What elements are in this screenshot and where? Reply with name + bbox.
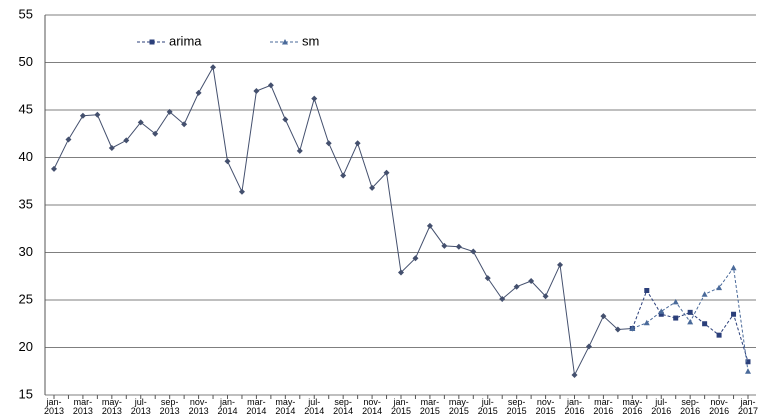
data-point — [354, 140, 361, 147]
series-line — [631, 289, 749, 362]
data-point — [600, 313, 607, 320]
data-point — [658, 308, 665, 314]
data-point — [745, 359, 751, 365]
data-point — [398, 269, 404, 276]
data-point — [210, 64, 217, 71]
data-point — [426, 222, 433, 229]
data-point — [79, 112, 86, 119]
legend-marker — [282, 39, 288, 45]
data-point — [731, 311, 737, 317]
x-tick-label: nov-2013 — [189, 397, 209, 416]
y-tick-label: 40 — [19, 149, 33, 164]
x-tick-label: nov-2016 — [709, 397, 729, 416]
data-point — [94, 111, 101, 118]
data-point — [282, 116, 289, 123]
data-point — [672, 298, 679, 305]
data-point — [296, 147, 303, 154]
data-point — [644, 288, 650, 293]
data-point — [673, 315, 679, 321]
data-point — [441, 242, 448, 249]
x-tick-label: mar-2013 — [73, 397, 93, 416]
x-tick-label: may-2016 — [622, 397, 642, 416]
data-point — [123, 137, 130, 144]
data-point — [267, 82, 274, 89]
x-tick-label: mar-2015 — [420, 397, 440, 416]
data-point — [557, 261, 564, 268]
data-point — [412, 255, 419, 262]
y-tick-label: 15 — [19, 386, 33, 401]
data-point — [181, 121, 188, 128]
data-point — [629, 325, 636, 331]
x-tick-label: jul-2015 — [478, 397, 498, 416]
data-point — [687, 318, 694, 325]
data-point — [238, 188, 245, 195]
y-tick-label: 55 — [19, 6, 33, 21]
x-tick-label: jan-2013 — [44, 397, 64, 416]
data-point — [195, 89, 202, 96]
x-tick-label: jan-2015 — [391, 397, 411, 416]
data-point — [484, 275, 491, 282]
data-point — [65, 136, 72, 143]
x-tick-label: may-2015 — [449, 397, 469, 416]
data-point — [614, 326, 621, 333]
data-point — [542, 293, 549, 300]
data-point — [585, 343, 592, 350]
x-tick-label: sep-2014 — [333, 397, 353, 416]
legend-label: sm — [302, 33, 319, 48]
data-point — [687, 309, 693, 315]
data-point — [253, 88, 260, 94]
x-tick-label: sep-2015 — [507, 397, 527, 416]
x-tick-label: sep-2013 — [160, 397, 180, 416]
data-point — [152, 130, 159, 137]
data-point — [311, 95, 318, 102]
series-line — [53, 65, 633, 377]
data-point — [643, 319, 650, 326]
y-tick-label: 35 — [19, 196, 33, 211]
data-point — [137, 119, 144, 126]
data-point — [224, 158, 231, 165]
legend-marker — [149, 39, 155, 45]
data-point — [745, 368, 751, 374]
data-point — [701, 291, 708, 297]
x-tick-label: jan-2014 — [217, 397, 237, 416]
data-point — [470, 248, 477, 255]
x-tick-label: jul-2016 — [651, 397, 671, 416]
data-point — [455, 243, 462, 250]
data-point — [325, 140, 332, 147]
data-point — [166, 108, 173, 115]
y-tick-label: 50 — [19, 54, 33, 69]
x-tick-label: jul-2014 — [304, 397, 324, 416]
data-point — [716, 284, 723, 291]
data-point — [499, 296, 506, 303]
data-point — [513, 283, 520, 290]
y-tick-label: 30 — [19, 244, 33, 259]
x-tick-label: sep-2016 — [680, 397, 700, 416]
x-tick-label: mar-2014 — [246, 397, 266, 416]
data-point — [730, 264, 737, 271]
data-point — [108, 145, 115, 151]
x-tick-label: jul-2013 — [131, 397, 151, 416]
data-point — [369, 184, 376, 191]
data-point — [528, 278, 535, 284]
data-point — [51, 165, 57, 172]
data-point — [571, 372, 578, 379]
data-point — [340, 172, 347, 179]
x-tick-label: mar-2016 — [593, 397, 613, 416]
x-tick-label: may-2014 — [275, 397, 295, 416]
x-tick-label: nov-2014 — [362, 397, 382, 416]
y-tick-label: 45 — [19, 101, 33, 116]
y-tick-label: 25 — [19, 291, 33, 306]
data-point — [383, 169, 390, 176]
x-tick-label: may-2013 — [102, 397, 122, 416]
x-tick-label: jan-2017 — [738, 397, 758, 416]
y-tick-label: 20 — [19, 339, 33, 354]
x-tick-label: nov-2015 — [536, 397, 556, 416]
x-tick-label: jan-2016 — [564, 397, 584, 416]
data-point — [702, 321, 708, 327]
legend-label: arima — [169, 33, 202, 48]
data-point — [716, 332, 722, 338]
data-point — [658, 311, 664, 317]
